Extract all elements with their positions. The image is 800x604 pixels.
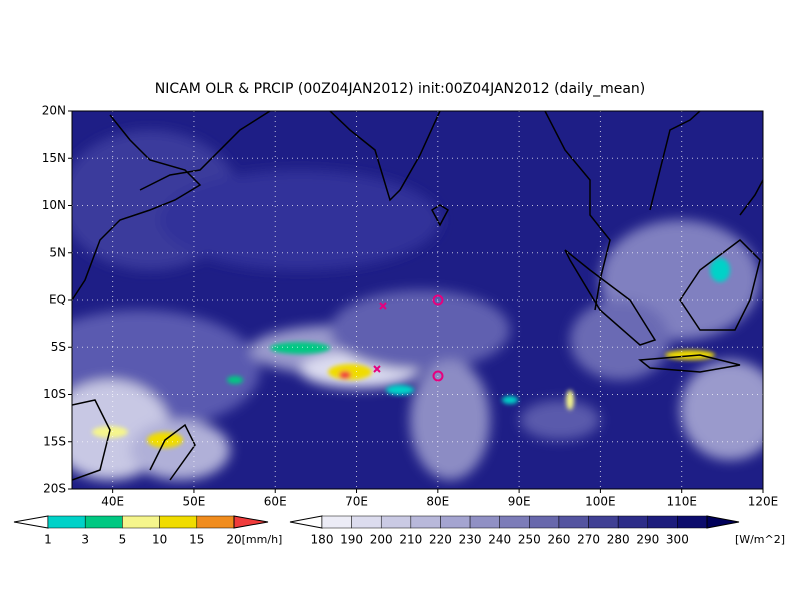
olr-field xyxy=(72,130,763,480)
lon-label: 70E xyxy=(345,495,368,509)
colorbar-label: 270 xyxy=(577,533,600,547)
lat-label: 20S xyxy=(43,482,66,496)
colorbar-label: 240 xyxy=(488,533,511,547)
colorbar-label: 210 xyxy=(399,533,422,547)
lat-label: EQ xyxy=(49,293,66,307)
lon-label: 40E xyxy=(101,495,124,509)
lon-label: 60E xyxy=(264,495,287,509)
lon-label: 80E xyxy=(426,495,449,509)
colorbar-unit: [W/m^2] xyxy=(735,533,785,546)
title: NICAM OLR & PRCIP (00Z04JAN2012) init:00… xyxy=(155,81,646,97)
colorbar-segment xyxy=(677,515,708,529)
map-area xyxy=(72,111,763,489)
grid xyxy=(72,111,763,489)
colorbar-segment xyxy=(529,515,560,529)
lon-label: 50E xyxy=(183,495,206,509)
colorbar-segment xyxy=(159,515,198,529)
colorbar-segment xyxy=(558,515,589,529)
colorbar-label: 200 xyxy=(370,533,393,547)
colorbar-triangle xyxy=(233,515,269,529)
colorbar-label: 190 xyxy=(340,533,363,547)
lat-label: 5S xyxy=(51,340,66,354)
colorbar-unit: [mm/h] xyxy=(242,533,283,546)
colorbar-label: 3 xyxy=(81,533,89,547)
colorbar-triangle xyxy=(13,515,49,529)
colorbar-label: 220 xyxy=(429,533,452,547)
colorbar-label: 15 xyxy=(189,533,204,547)
lat-label: 5N xyxy=(49,245,66,259)
lat-label: 10N xyxy=(42,198,66,212)
lat-label: 15N xyxy=(42,151,66,165)
colorbar-segment xyxy=(47,515,86,529)
lat-label: 20N xyxy=(42,104,66,118)
colorbar-segment xyxy=(351,515,382,529)
lon-label: 120E xyxy=(748,495,779,509)
colorbar-segment xyxy=(617,515,649,529)
markers xyxy=(373,294,444,382)
colorbar-label: 260 xyxy=(547,533,570,547)
colorbar-segment xyxy=(440,515,471,529)
colorbar-segment xyxy=(84,515,123,529)
colorbar-triangle xyxy=(706,515,740,529)
precip-field xyxy=(92,258,730,448)
colorbar-label: 20 xyxy=(226,533,241,547)
colorbar-segment xyxy=(410,515,441,529)
axis-labels: 20N 15N 10N 5N EQ 5S 10S 15S 20S 40E 50E 60E 70E 80E 9… xyxy=(42,104,779,509)
colorbar-label: 5 xyxy=(119,533,127,547)
colorbar-segment xyxy=(122,515,160,529)
colorbar-label: 230 xyxy=(459,533,482,547)
colorbar-label: 280 xyxy=(607,533,630,547)
lon-label: 100E xyxy=(585,495,616,509)
colorbar-segment xyxy=(380,515,412,529)
colorbar-segment xyxy=(499,515,530,529)
colorbar-segment xyxy=(321,515,352,529)
colorbar-segment xyxy=(647,515,678,529)
colorbar-segment xyxy=(196,515,235,529)
colorbar-segment xyxy=(469,515,500,529)
colorbars: 1 3 5 10 15 20 [mm/h] 180 190 200 210 220 230 240 250 2… xyxy=(13,515,785,547)
lon-label: 110E xyxy=(666,495,697,509)
lat-label: 10S xyxy=(43,387,66,401)
colorbar-label: 250 xyxy=(518,533,541,547)
coastlines xyxy=(72,111,763,481)
colorbar-label: 10 xyxy=(152,533,167,547)
colorbar-triangle xyxy=(289,515,323,529)
colorbar-segment xyxy=(588,515,619,529)
lon-label: 90E xyxy=(508,495,531,509)
colorbar-label: 290 xyxy=(636,533,659,547)
colorbar-label: 180 xyxy=(311,533,334,547)
colorbar-label: 300 xyxy=(666,533,689,547)
colorbar-label: 1 xyxy=(44,533,52,547)
lat-label: 15S xyxy=(43,434,66,448)
